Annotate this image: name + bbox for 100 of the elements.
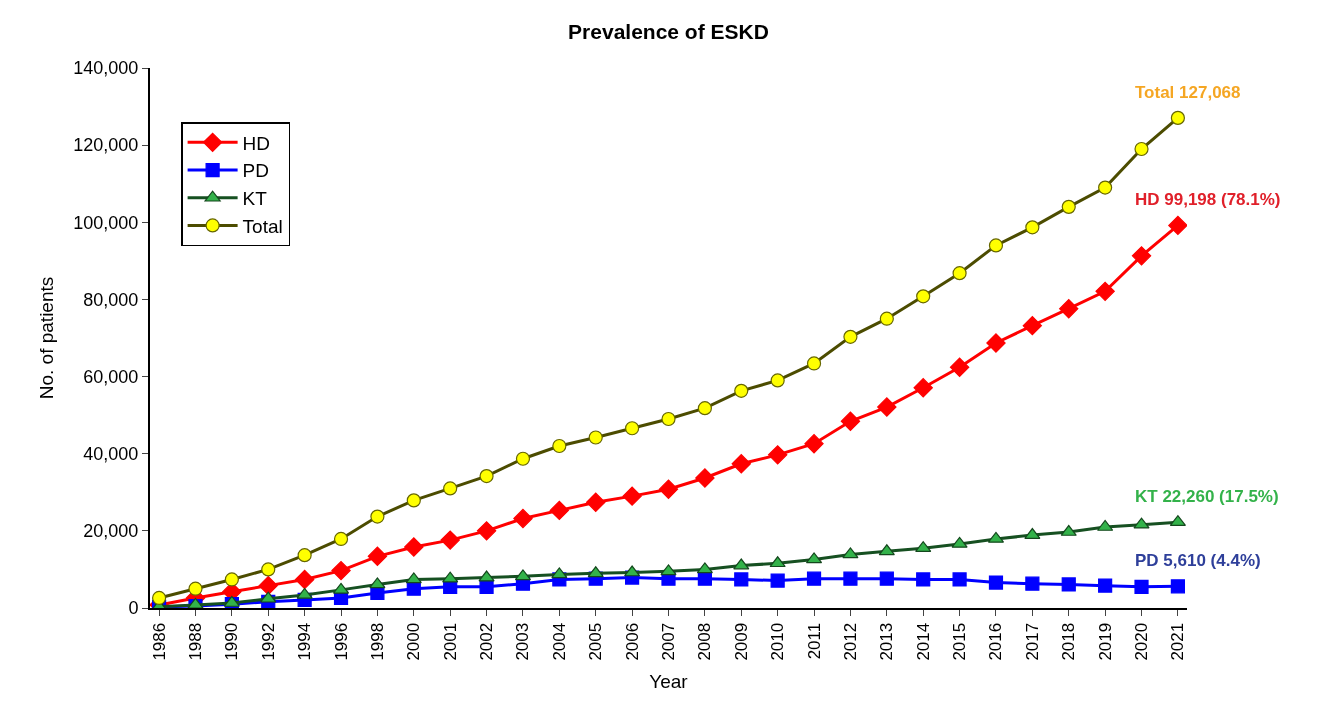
point <box>188 581 203 596</box>
point <box>951 536 968 548</box>
point <box>1059 298 1079 319</box>
point <box>443 481 458 496</box>
point <box>367 546 388 567</box>
x-tick-label: 2016 <box>986 622 1006 661</box>
x-tick-label: 2015 <box>950 622 970 661</box>
point <box>370 509 385 524</box>
point <box>734 572 749 587</box>
point <box>440 530 460 550</box>
point <box>734 383 749 398</box>
point <box>949 357 970 378</box>
point <box>658 479 679 499</box>
point <box>333 531 349 547</box>
y-axis-title: No. of patients <box>35 276 57 400</box>
point <box>1134 141 1149 157</box>
point <box>369 577 386 589</box>
x-tick-label: 2014 <box>913 622 933 661</box>
annotation: KT 22,260 (17.5%) <box>1135 487 1279 506</box>
point <box>624 565 641 577</box>
y-tick-label: 120,000 <box>73 135 139 156</box>
point <box>294 569 315 590</box>
point <box>1061 199 1076 214</box>
point <box>696 562 713 574</box>
point <box>405 572 422 584</box>
legend-label: PD <box>242 160 270 182</box>
point <box>731 454 751 474</box>
x-tick-label: 2005 <box>586 622 606 661</box>
point <box>988 238 1004 253</box>
point <box>767 445 788 465</box>
point <box>442 571 459 583</box>
legend-label: KT <box>242 188 268 210</box>
point <box>152 590 167 606</box>
point <box>915 541 932 553</box>
point <box>842 547 859 559</box>
point <box>986 333 1006 353</box>
point <box>878 544 895 556</box>
point <box>952 572 967 587</box>
x-tick-label: 2008 <box>695 622 715 661</box>
x-tick-label: 2017 <box>1022 622 1042 661</box>
x-tick-label: 1990 <box>222 622 242 661</box>
point <box>913 378 933 398</box>
x-tick-label: 2018 <box>1059 622 1079 661</box>
point <box>1098 578 1113 593</box>
x-tick-label: 1998 <box>367 622 387 661</box>
point <box>406 493 421 508</box>
x-tick-label: 2003 <box>513 622 533 661</box>
y-tick-label: 100,000 <box>73 212 139 233</box>
point <box>806 571 822 586</box>
point <box>515 451 531 466</box>
point <box>879 311 894 326</box>
x-tick-label: 1996 <box>331 622 351 661</box>
point <box>1060 524 1077 536</box>
y-tick-label: 80,000 <box>83 289 139 310</box>
point <box>1170 110 1185 125</box>
point <box>552 438 567 454</box>
point <box>843 571 858 586</box>
point <box>877 397 897 417</box>
point <box>697 571 712 586</box>
x-tick-label: 2010 <box>768 622 788 661</box>
point <box>587 566 604 578</box>
point <box>479 468 494 484</box>
point <box>660 564 677 576</box>
point <box>1168 215 1187 236</box>
point <box>625 421 640 436</box>
point <box>513 508 533 529</box>
y-tick-label: 140,000 <box>73 58 139 79</box>
annotation: HD 99,198 (78.1%) <box>1135 190 1281 209</box>
point <box>697 401 712 416</box>
x-tick-label: 2007 <box>659 622 679 661</box>
point <box>261 562 276 577</box>
x-tick-label: 1988 <box>186 622 205 661</box>
y-tick-label: 40,000 <box>83 444 139 465</box>
point <box>551 567 568 579</box>
point <box>478 570 495 582</box>
point <box>476 521 497 541</box>
x-tick-label: 2011 <box>804 622 824 660</box>
point <box>1061 577 1076 592</box>
point <box>733 558 750 570</box>
point <box>916 289 931 304</box>
x-tick-label: 1992 <box>258 622 278 661</box>
x-tick-label: 2021 <box>1168 622 1188 661</box>
y-tick-label: 60,000 <box>83 366 139 387</box>
point <box>588 430 603 445</box>
y-tick-label: 20,000 <box>83 521 139 542</box>
point <box>1095 281 1115 302</box>
point <box>988 575 1004 590</box>
point <box>1133 517 1150 529</box>
x-tick-label: 2013 <box>877 622 897 661</box>
point <box>622 486 642 506</box>
point <box>843 329 858 344</box>
point <box>404 537 424 557</box>
point <box>770 373 785 388</box>
x-tick-label: 2006 <box>622 622 642 661</box>
point <box>1025 576 1040 591</box>
x-tick-label: 2019 <box>1095 622 1115 661</box>
point <box>296 587 313 599</box>
x-tick-label: 2020 <box>1132 622 1152 661</box>
x-tick-label: 2012 <box>840 622 860 661</box>
legend-label: Total <box>242 215 283 237</box>
